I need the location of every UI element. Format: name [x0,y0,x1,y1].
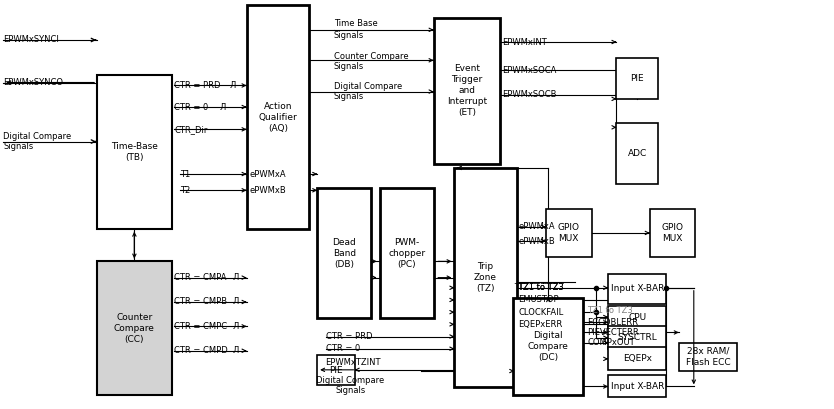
Text: Digital Compare
Signals: Digital Compare Signals [316,376,384,396]
Text: TZ1 to TZ3: TZ1 to TZ3 [519,283,564,292]
FancyBboxPatch shape [97,261,172,396]
Text: ePWMxB: ePWMxB [519,236,555,245]
Text: ePWMxB: ePWMxB [249,186,286,195]
FancyBboxPatch shape [247,5,309,229]
FancyBboxPatch shape [455,168,517,387]
Text: GPIO
MUX: GPIO MUX [661,223,684,243]
Text: EPWMxTZINT: EPWMxTZINT [325,358,381,367]
Text: EMUSTOP: EMUSTOP [519,295,559,304]
Text: Time-Base
(TB): Time-Base (TB) [111,142,158,162]
Text: EQEPxERR: EQEPxERR [519,320,563,329]
FancyBboxPatch shape [608,375,666,398]
Text: CTR = 0: CTR = 0 [325,344,359,353]
Text: SYSCTRL: SYSCTRL [617,333,657,342]
FancyBboxPatch shape [616,123,658,184]
Text: ADC: ADC [628,149,647,158]
Text: PIEVECTERR: PIEVECTERR [587,328,639,337]
Text: Input X-BAR: Input X-BAR [610,284,664,293]
Text: Digital Compare: Digital Compare [334,82,402,91]
Text: Digital
Compare
(DC): Digital Compare (DC) [527,331,568,362]
Text: Counter Compare: Counter Compare [334,52,409,61]
Text: ePWMxA: ePWMxA [519,222,555,231]
FancyBboxPatch shape [379,188,434,318]
Text: Signals: Signals [334,31,364,40]
Text: CTR = PRD: CTR = PRD [325,332,372,341]
Text: CTR = 0: CTR = 0 [174,103,208,112]
Text: ECCDBLERR: ECCDBLERR [587,318,638,327]
Text: EPWMxINT: EPWMxINT [503,38,547,47]
FancyBboxPatch shape [317,355,354,385]
Text: CTR = CMPC: CTR = CMPC [174,322,228,331]
Text: EPWMxSOCB: EPWMxSOCB [503,90,557,99]
Text: Input X-BAR: Input X-BAR [610,382,664,391]
Text: CTR_Dir: CTR_Dir [174,125,208,134]
Text: PIE: PIE [631,74,644,83]
FancyBboxPatch shape [608,326,666,349]
Text: CLOCKFAIL: CLOCKFAIL [519,308,564,317]
Text: EPWMxSOCA: EPWMxSOCA [503,66,557,75]
Text: EPWMxSYNCO: EPWMxSYNCO [3,78,63,87]
Text: T2: T2 [180,186,190,195]
Text: CTR = CMPD: CTR = CMPD [174,346,228,355]
Text: GPIO
MUX: GPIO MUX [558,223,580,243]
Text: Л: Л [233,322,239,331]
Text: EPWMxSYNCI: EPWMxSYNCI [3,36,59,45]
Text: COMPxOUT: COMPxOUT [587,338,635,347]
Text: Counter
Compare
(CC): Counter Compare (CC) [114,313,155,344]
Text: Signals: Signals [334,92,364,101]
FancyBboxPatch shape [616,58,658,99]
FancyBboxPatch shape [97,74,172,229]
FancyBboxPatch shape [608,348,666,370]
Text: PIE: PIE [329,366,343,375]
Text: CTR = CMPA: CTR = CMPA [174,273,227,282]
FancyBboxPatch shape [650,209,696,257]
Text: ̅T̅Z̅1̅ ̅t̅o̅ ̅T̅Z̅3̅: ̅T̅Z̅1̅ ̅t̅o̅ ̅T̅Z̅3̅ [519,283,564,292]
Text: Л: Л [220,103,226,112]
FancyBboxPatch shape [608,274,666,304]
Text: Dead
Band
(DB): Dead Band (DB) [333,238,356,269]
FancyBboxPatch shape [608,306,666,328]
Text: Л: Л [229,81,235,90]
Text: Digital Compare
Signals: Digital Compare Signals [3,132,71,151]
Text: Action
Qualifier
(AQ): Action Qualifier (AQ) [259,101,297,133]
FancyBboxPatch shape [434,18,500,164]
Text: Л: Л [233,273,239,282]
Text: Trip
Zone
(TZ): Trip Zone (TZ) [474,262,497,293]
Text: CPU: CPU [628,313,646,322]
Text: 28x RAM/
Flash ECC: 28x RAM/ Flash ECC [686,347,731,367]
Text: Л: Л [233,346,239,355]
Text: TZ1 to TZ3: TZ1 to TZ3 [587,306,633,315]
Text: Event
Trigger
and
Interrupt
(ET): Event Trigger and Interrupt (ET) [447,64,487,117]
Text: EQEPx: EQEPx [623,354,652,363]
Text: T1: T1 [180,170,190,179]
Text: Time Base: Time Base [334,19,378,28]
Text: CTR = CMPB: CTR = CMPB [174,297,228,306]
FancyBboxPatch shape [679,343,737,371]
Text: CTR = PRD: CTR = PRD [174,81,221,90]
FancyBboxPatch shape [545,209,591,257]
FancyBboxPatch shape [317,188,371,318]
Text: Signals: Signals [334,62,364,71]
Text: Л: Л [233,297,239,306]
Text: PWM-
chopper
(PC): PWM- chopper (PC) [388,238,425,269]
FancyBboxPatch shape [513,298,583,396]
Text: ePWMxA: ePWMxA [249,170,286,179]
